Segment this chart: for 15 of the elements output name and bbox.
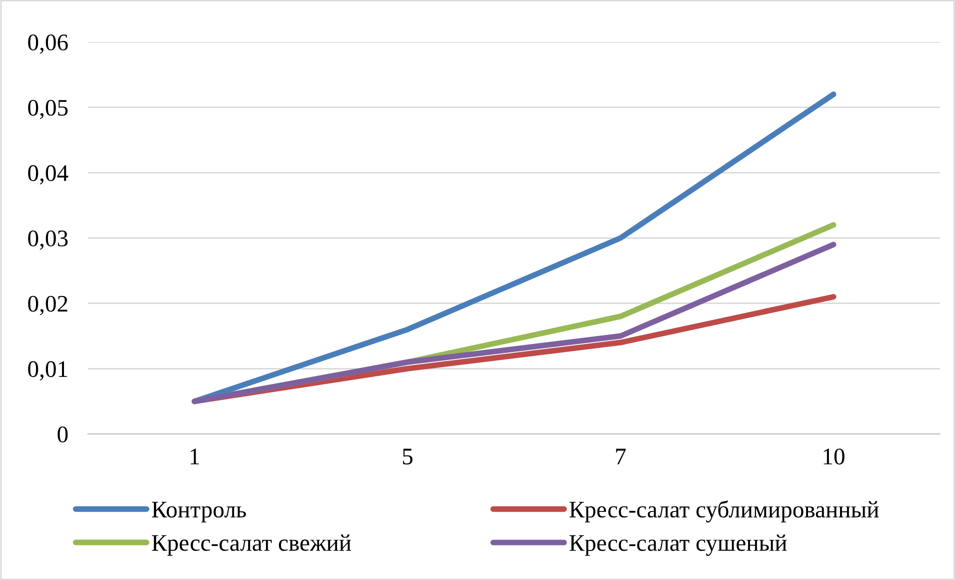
y-tick-label: 0 (58, 426, 68, 442)
x-tick-label: 5 (402, 448, 412, 465)
x-tick-label: 7 (616, 448, 626, 464)
y-tick-label: 0,04 (28, 165, 68, 184)
y-tick-label: 0,02 (28, 296, 68, 316)
legend-label: Контроль (152, 502, 246, 522)
legend-label: Кресс-салат свежий (152, 534, 352, 556)
y-tick-label: 0,05 (28, 100, 68, 120)
y-tick-label: 0,01 (28, 361, 68, 380)
legend-label: Кресс-салат сублимированный (569, 500, 879, 522)
x-tick-label: 10 (824, 448, 844, 465)
y-tick-label: 0,03 (28, 230, 68, 250)
y-tick-label: 0,06 (28, 34, 68, 54)
x-tick-label: 1 (190, 448, 199, 464)
legend-label: Кресс-салат сушеный (569, 534, 787, 556)
